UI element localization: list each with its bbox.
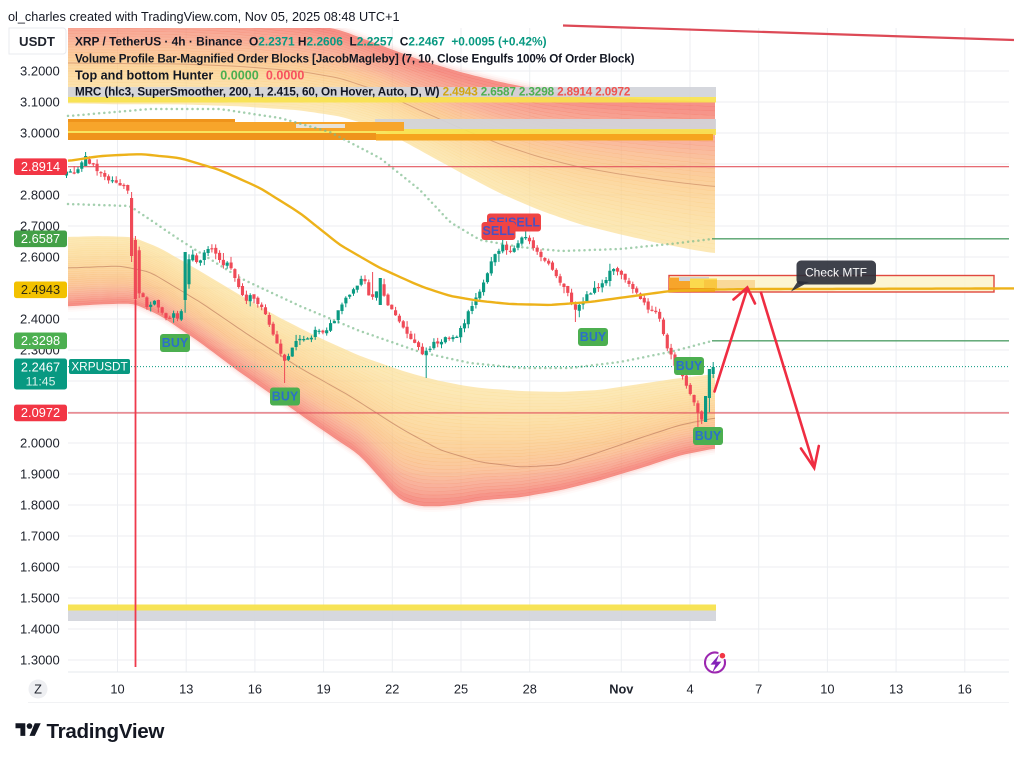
- svg-text:10: 10: [110, 682, 124, 697]
- svg-text:2.4943: 2.4943: [21, 282, 60, 297]
- svg-text:1.7000: 1.7000: [20, 529, 60, 544]
- svg-text:1.3000: 1.3000: [20, 653, 60, 668]
- svg-text:3.2000: 3.2000: [20, 64, 60, 79]
- svg-text:BUY: BUY: [695, 429, 722, 443]
- svg-text:BUY: BUY: [580, 330, 607, 344]
- svg-text:2.8000: 2.8000: [20, 188, 60, 203]
- svg-text:1.6000: 1.6000: [20, 560, 60, 575]
- svg-text:Top and bottom Hunter 0.0000: Top and bottom Hunter 0.0000 0.0000: [75, 69, 304, 83]
- svg-text:1.9000: 1.9000: [20, 467, 60, 482]
- svg-text:3.0000: 3.0000: [20, 126, 60, 141]
- svg-text:2.8914: 2.8914: [21, 159, 60, 174]
- svg-text:SELL: SELL: [483, 224, 515, 238]
- svg-text:16: 16: [248, 682, 262, 697]
- svg-text:Nov: Nov: [609, 682, 634, 697]
- svg-text:MRC (hlc3, SuperSmoother, 200,: MRC (hlc3, SuperSmoother, 200, 1, 2.415,…: [75, 86, 631, 99]
- svg-text:25: 25: [454, 682, 468, 697]
- svg-text:BUY: BUY: [162, 336, 189, 350]
- svg-text:1.8000: 1.8000: [20, 498, 60, 513]
- svg-text:16: 16: [958, 682, 972, 697]
- svg-text:TradingView: TradingView: [47, 720, 166, 743]
- svg-text:XRP / TetherUS · 4h · Binance: XRP / TetherUS · 4h · Binance O2.2371 H2…: [75, 35, 547, 49]
- svg-text:22: 22: [385, 682, 399, 697]
- svg-text:2.0000: 2.0000: [20, 436, 60, 451]
- svg-text:7: 7: [755, 682, 762, 697]
- svg-text:2.4000: 2.4000: [20, 312, 60, 327]
- svg-text:3.1000: 3.1000: [20, 95, 60, 110]
- svg-text:2.0972: 2.0972: [21, 405, 60, 420]
- svg-text:10: 10: [820, 682, 834, 697]
- svg-text:11:45: 11:45: [26, 375, 56, 389]
- svg-text:2.7000: 2.7000: [20, 219, 60, 234]
- svg-text:BUY: BUY: [272, 390, 299, 404]
- svg-text:28: 28: [523, 682, 537, 697]
- svg-text:2.6000: 2.6000: [20, 250, 60, 265]
- svg-text:BUY: BUY: [676, 359, 703, 373]
- svg-text:4: 4: [686, 682, 693, 697]
- svg-text:13: 13: [179, 682, 193, 697]
- svg-text:2.6587: 2.6587: [21, 231, 60, 246]
- svg-text:Check MTF: Check MTF: [805, 266, 867, 280]
- svg-text:19: 19: [316, 682, 330, 697]
- svg-text:2.2467: 2.2467: [21, 359, 60, 374]
- svg-text:XRPUSDT: XRPUSDT: [71, 360, 127, 374]
- svg-text:2.3298: 2.3298: [21, 333, 60, 348]
- svg-text:13: 13: [889, 682, 903, 697]
- svg-text:1.4000: 1.4000: [20, 622, 60, 637]
- svg-text:Volume Profile Bar-Magnified O: Volume Profile Bar-Magnified Order Block…: [75, 53, 635, 66]
- svg-text:SELL: SELL: [508, 216, 540, 230]
- svg-text:1.5000: 1.5000: [20, 591, 60, 606]
- svg-text:Z: Z: [34, 682, 42, 697]
- svg-text:ol_charles created with Tradin: ol_charles created with TradingView.com,…: [8, 10, 400, 24]
- svg-text:USDT: USDT: [19, 34, 55, 49]
